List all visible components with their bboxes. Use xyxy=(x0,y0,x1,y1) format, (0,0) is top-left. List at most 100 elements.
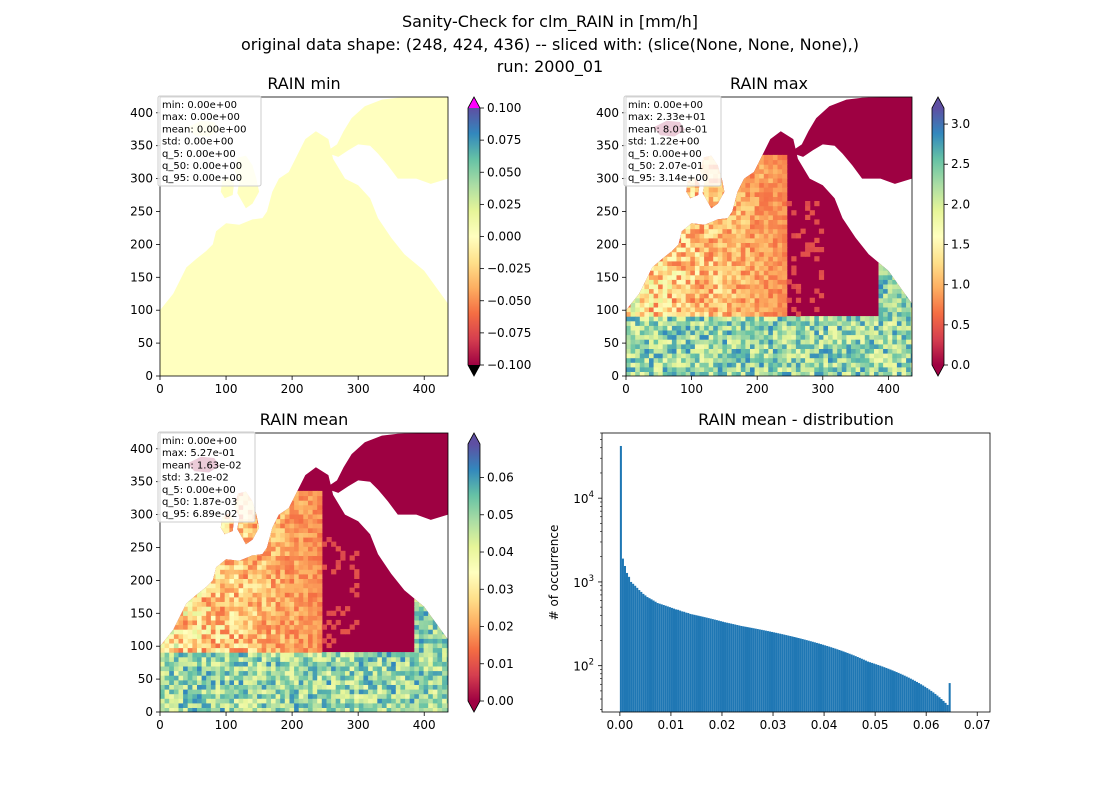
map2-cell xyxy=(722,283,728,290)
map2-cell xyxy=(717,316,723,322)
map3-cell xyxy=(395,675,401,681)
map2-colorbar-label: 0.0 xyxy=(951,358,970,372)
map3-cell xyxy=(220,638,226,644)
map3-cell xyxy=(169,629,175,635)
map2-cell xyxy=(694,353,701,359)
map3-cell xyxy=(432,689,438,695)
map2-cell xyxy=(768,177,774,184)
hist-bar xyxy=(685,612,688,712)
map3-cell xyxy=(234,665,240,672)
map3-cell xyxy=(238,670,244,676)
map2-cell xyxy=(754,311,760,317)
map3-cell xyxy=(414,675,420,681)
map2-cell xyxy=(644,187,650,193)
map3-cell xyxy=(164,624,170,630)
map2-cell xyxy=(768,228,774,234)
map2-cell xyxy=(782,306,788,313)
map3-cell xyxy=(423,679,429,685)
map2-cell xyxy=(727,191,733,197)
map2-cell xyxy=(694,371,701,376)
map3-cell xyxy=(312,564,318,570)
map2-cell xyxy=(671,270,678,276)
map2-cell xyxy=(662,210,668,216)
map3-cell xyxy=(243,541,249,547)
map3-cell xyxy=(271,689,277,695)
map3-cell xyxy=(266,583,272,589)
map2-cell xyxy=(690,265,696,271)
hist-bar xyxy=(840,650,843,712)
map2-cell xyxy=(717,256,723,262)
map3-cell xyxy=(229,633,235,639)
hist-bar xyxy=(793,637,796,712)
map2-cell xyxy=(713,348,719,354)
map2-cell xyxy=(828,371,834,376)
map3-cell xyxy=(224,624,230,630)
map3-cell xyxy=(243,601,249,607)
map2-cell xyxy=(731,205,737,211)
map3-colorbar-label: 0.02 xyxy=(487,620,514,634)
map2-cell xyxy=(630,214,636,220)
map3-cell xyxy=(280,504,286,510)
map3-cell xyxy=(340,661,346,667)
map2-cell xyxy=(846,334,852,340)
map2-cell xyxy=(722,196,728,202)
hist-bar xyxy=(869,662,872,712)
map2-cell xyxy=(883,329,889,336)
map3-cell xyxy=(284,527,290,533)
map2-cell xyxy=(818,270,825,276)
map3-cell xyxy=(224,633,230,639)
map2-cell xyxy=(649,288,655,294)
map2-cell xyxy=(713,224,719,230)
map3-cell xyxy=(372,665,378,672)
map3-cell xyxy=(372,656,378,662)
map3-cell xyxy=(183,665,189,672)
map2-cell xyxy=(892,325,898,331)
map3-cell xyxy=(160,693,166,699)
map3-cell xyxy=(183,698,189,704)
map2-cell xyxy=(713,265,719,271)
map2-cell xyxy=(910,325,912,331)
map2-cell xyxy=(635,366,641,372)
map3-cell xyxy=(308,606,314,612)
map2-cell xyxy=(740,247,746,253)
map2-cell xyxy=(754,164,760,170)
map2-cell xyxy=(704,251,710,257)
map2-cell xyxy=(671,210,678,216)
map3-cell xyxy=(169,619,175,626)
map3-cell xyxy=(317,702,323,708)
map2-xtick-label: 100 xyxy=(680,382,703,396)
map2-cell xyxy=(763,173,769,179)
map3-cell xyxy=(271,661,277,667)
map2-cell xyxy=(644,302,650,308)
map3-cell xyxy=(368,684,374,690)
map2-cell xyxy=(750,265,756,271)
map3-cell xyxy=(261,624,267,630)
map3-cell xyxy=(192,624,198,630)
hist-xtick-label: 0.00 xyxy=(607,718,634,732)
map3-cell xyxy=(326,670,332,676)
map3-cell xyxy=(377,656,383,662)
map2-cell xyxy=(667,256,673,262)
map3-cell xyxy=(178,675,184,681)
map3-cell xyxy=(238,555,244,561)
map3-cell xyxy=(164,647,170,653)
map3-cell xyxy=(414,610,420,616)
map2-cell xyxy=(694,316,701,322)
map2-cell xyxy=(685,219,691,225)
map3-cell xyxy=(206,670,212,676)
map2-cell xyxy=(727,302,733,308)
map2-cell xyxy=(658,293,664,299)
map2-cell xyxy=(768,348,774,354)
map3-cell xyxy=(178,707,184,712)
map3-cell xyxy=(303,633,309,639)
map3-stat-line: min: 0.00e+00 xyxy=(162,436,237,447)
map3-cell xyxy=(446,629,448,635)
map3-cell xyxy=(234,698,240,704)
map3-cell xyxy=(164,679,170,685)
hist-bar xyxy=(630,581,633,712)
map2-cell xyxy=(690,366,696,372)
map2-cell xyxy=(759,164,765,170)
map2-cell xyxy=(658,371,664,376)
